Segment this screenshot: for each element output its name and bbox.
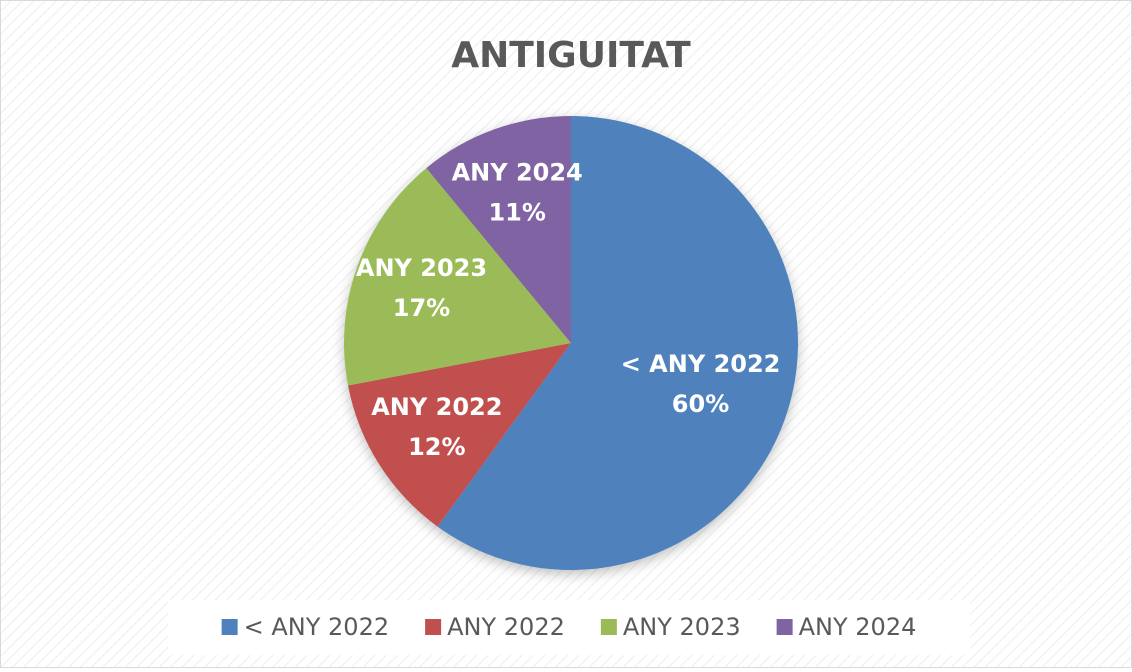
pie-slice xyxy=(437,116,799,570)
pie-slice xyxy=(426,116,571,343)
data-label-value: 60% xyxy=(672,390,729,418)
chart-title: ANTIGUITAT xyxy=(451,35,691,76)
legend-label: ANY 2024 xyxy=(799,613,917,641)
legend-box xyxy=(168,600,970,655)
data-label-value: 12% xyxy=(408,433,465,461)
legend: < ANY 2022 ANY 2022 ANY 2023 ANY 2024 xyxy=(221,613,917,641)
legend-label: ANY 2023 xyxy=(623,613,741,641)
data-label-category: ANY 2024 xyxy=(452,158,583,186)
legend-label: < ANY 2022 xyxy=(244,613,389,641)
legend-swatch xyxy=(600,619,617,635)
data-label-value: 17% xyxy=(393,294,450,322)
legend-label: ANY 2022 xyxy=(447,613,565,641)
pie-slice xyxy=(343,168,571,386)
legend-swatch xyxy=(221,619,238,635)
data-label-category: ANY 2022 xyxy=(371,393,502,421)
legend-swatch xyxy=(776,619,793,635)
data-label-value: 11% xyxy=(488,198,545,226)
data-label-category: ANY 2023 xyxy=(356,254,487,282)
pie xyxy=(343,116,799,570)
data-label-category: < ANY 2022 xyxy=(621,350,781,378)
pie-slice xyxy=(348,343,571,527)
legend-swatch xyxy=(425,619,442,635)
